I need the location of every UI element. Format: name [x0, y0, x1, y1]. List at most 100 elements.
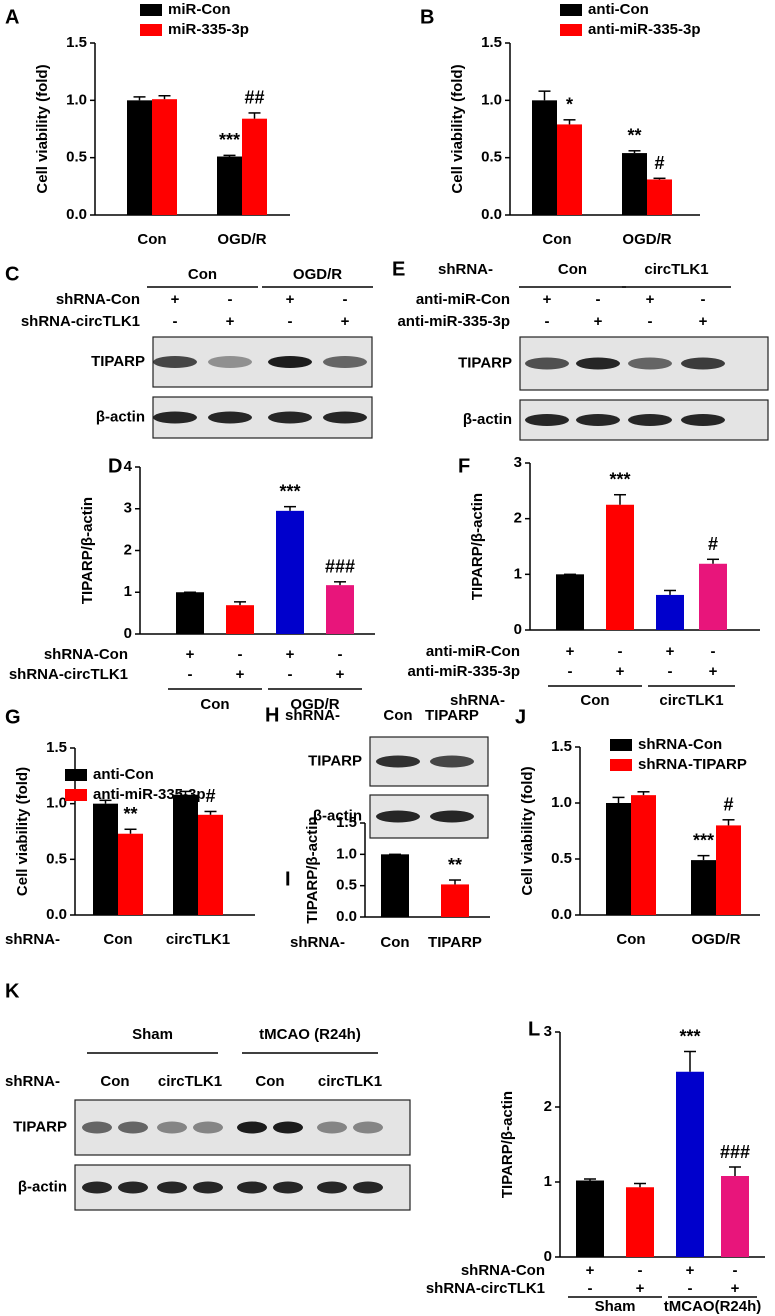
- band-label: TIPARP: [13, 1118, 67, 1135]
- blot-band: [430, 810, 474, 823]
- significance: ***: [679, 1026, 700, 1046]
- sign: -: [288, 666, 293, 683]
- sign: +: [171, 291, 180, 308]
- group-label: Sham: [595, 1298, 636, 1315]
- blot-band: [208, 411, 252, 424]
- bar: [622, 153, 647, 215]
- sign: +: [594, 313, 603, 330]
- sign: +: [286, 291, 295, 308]
- significance: #: [723, 795, 733, 815]
- y-tick-label: 1.0: [336, 845, 357, 862]
- group-label: Con: [558, 261, 587, 278]
- panel-letter: G: [5, 706, 21, 728]
- bar: [716, 825, 741, 915]
- y-tick-label: 1: [514, 565, 522, 582]
- group-label: OGD/R: [290, 696, 339, 713]
- x-tick-label: circTLK1: [166, 931, 230, 948]
- sign: +: [709, 663, 718, 680]
- y-tick-label: 3: [544, 1023, 552, 1040]
- sign: -: [545, 313, 550, 330]
- significance: #: [205, 786, 215, 806]
- bar: [656, 594, 684, 630]
- legend-swatch: [65, 769, 87, 781]
- bar: [721, 1176, 749, 1257]
- y-tick-label: 4: [124, 458, 133, 475]
- band-label: β-actin: [18, 1178, 67, 1195]
- sign: -: [188, 666, 193, 683]
- bar: [217, 156, 242, 215]
- bar: [647, 179, 672, 215]
- bar: [576, 1180, 604, 1257]
- significance: #: [654, 153, 664, 173]
- legend-label: anti-miR-335-3p: [93, 786, 206, 803]
- y-tick-label: 1.5: [481, 34, 502, 51]
- sign: +: [731, 1280, 740, 1297]
- sign: -: [338, 646, 343, 663]
- lane-label: Con: [255, 1073, 284, 1090]
- group-label: Sham: [132, 1026, 173, 1043]
- group-label: tMCAO(R24h): [664, 1298, 762, 1315]
- blot-band: [157, 1181, 187, 1194]
- lane-label: circTLK1: [318, 1073, 382, 1090]
- significance: *: [566, 95, 573, 115]
- band-label: β-actin: [313, 807, 362, 824]
- row-label: shRNA-circTLK1: [21, 313, 140, 330]
- bar: [631, 795, 656, 915]
- blot-band: [268, 356, 312, 368]
- row-label: shRNA-: [290, 934, 345, 951]
- lane-label: Con: [100, 1073, 129, 1090]
- significance: ***: [279, 481, 300, 501]
- bar: [676, 1071, 704, 1257]
- sign: -: [228, 291, 233, 308]
- blot-band: [681, 357, 725, 370]
- legend-label: anti-Con: [93, 766, 154, 783]
- bar: [532, 100, 557, 215]
- significance: ***: [693, 830, 714, 850]
- row-label: shRNA-: [450, 692, 505, 709]
- blot-band: [376, 755, 420, 768]
- legend-swatch: [65, 789, 87, 801]
- blot-band: [118, 1181, 148, 1194]
- panel-letter: D: [108, 455, 122, 477]
- row-label: shRNA-: [5, 1073, 60, 1090]
- sign: -: [668, 663, 673, 680]
- y-axis-label: Cell viability (fold): [34, 64, 51, 193]
- panel-letter: F: [458, 455, 470, 477]
- sign: -: [733, 1262, 738, 1279]
- legend-label: miR-Con: [168, 1, 231, 18]
- significance: ###: [720, 1142, 750, 1162]
- sign: -: [688, 1280, 693, 1297]
- y-tick-label: 1.0: [551, 794, 572, 811]
- blot-band: [153, 356, 197, 368]
- x-tick-label: TIPARP: [428, 934, 482, 951]
- y-tick-label: 3: [124, 500, 132, 517]
- y-tick-label: 0.0: [46, 906, 67, 923]
- y-tick-label: 0.0: [66, 206, 87, 223]
- y-axis-label: Cell viability (fold): [519, 766, 536, 895]
- sign: +: [226, 313, 235, 330]
- sign: +: [666, 643, 675, 660]
- sign: -: [596, 291, 601, 308]
- sign: +: [636, 1280, 645, 1297]
- y-tick-label: 2: [544, 1098, 552, 1115]
- y-tick-label: 1.5: [336, 814, 357, 831]
- blot-band: [353, 1121, 383, 1134]
- legend-swatch: [140, 24, 162, 36]
- x-tick-label: OGD/R: [691, 931, 740, 948]
- significance: **: [627, 126, 641, 146]
- blot-band: [82, 1121, 112, 1134]
- blot-band: [273, 1121, 303, 1134]
- significance: ###: [325, 557, 355, 577]
- y-tick-label: 0.0: [336, 908, 357, 925]
- legend-label: shRNA-TIPARP: [638, 756, 747, 773]
- y-axis-label: TIPARP/β-actin: [304, 816, 321, 923]
- blot-band: [323, 356, 367, 368]
- sign: -: [173, 313, 178, 330]
- blot-band: [82, 1181, 112, 1194]
- sign: +: [586, 1262, 595, 1279]
- y-tick-label: 3: [514, 454, 522, 471]
- sign: +: [341, 313, 350, 330]
- legend-label: miR-335-3p: [168, 21, 249, 38]
- bar: [176, 592, 204, 634]
